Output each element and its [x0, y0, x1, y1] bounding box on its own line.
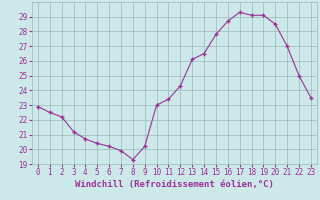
X-axis label: Windchill (Refroidissement éolien,°C): Windchill (Refroidissement éolien,°C) [75, 180, 274, 189]
